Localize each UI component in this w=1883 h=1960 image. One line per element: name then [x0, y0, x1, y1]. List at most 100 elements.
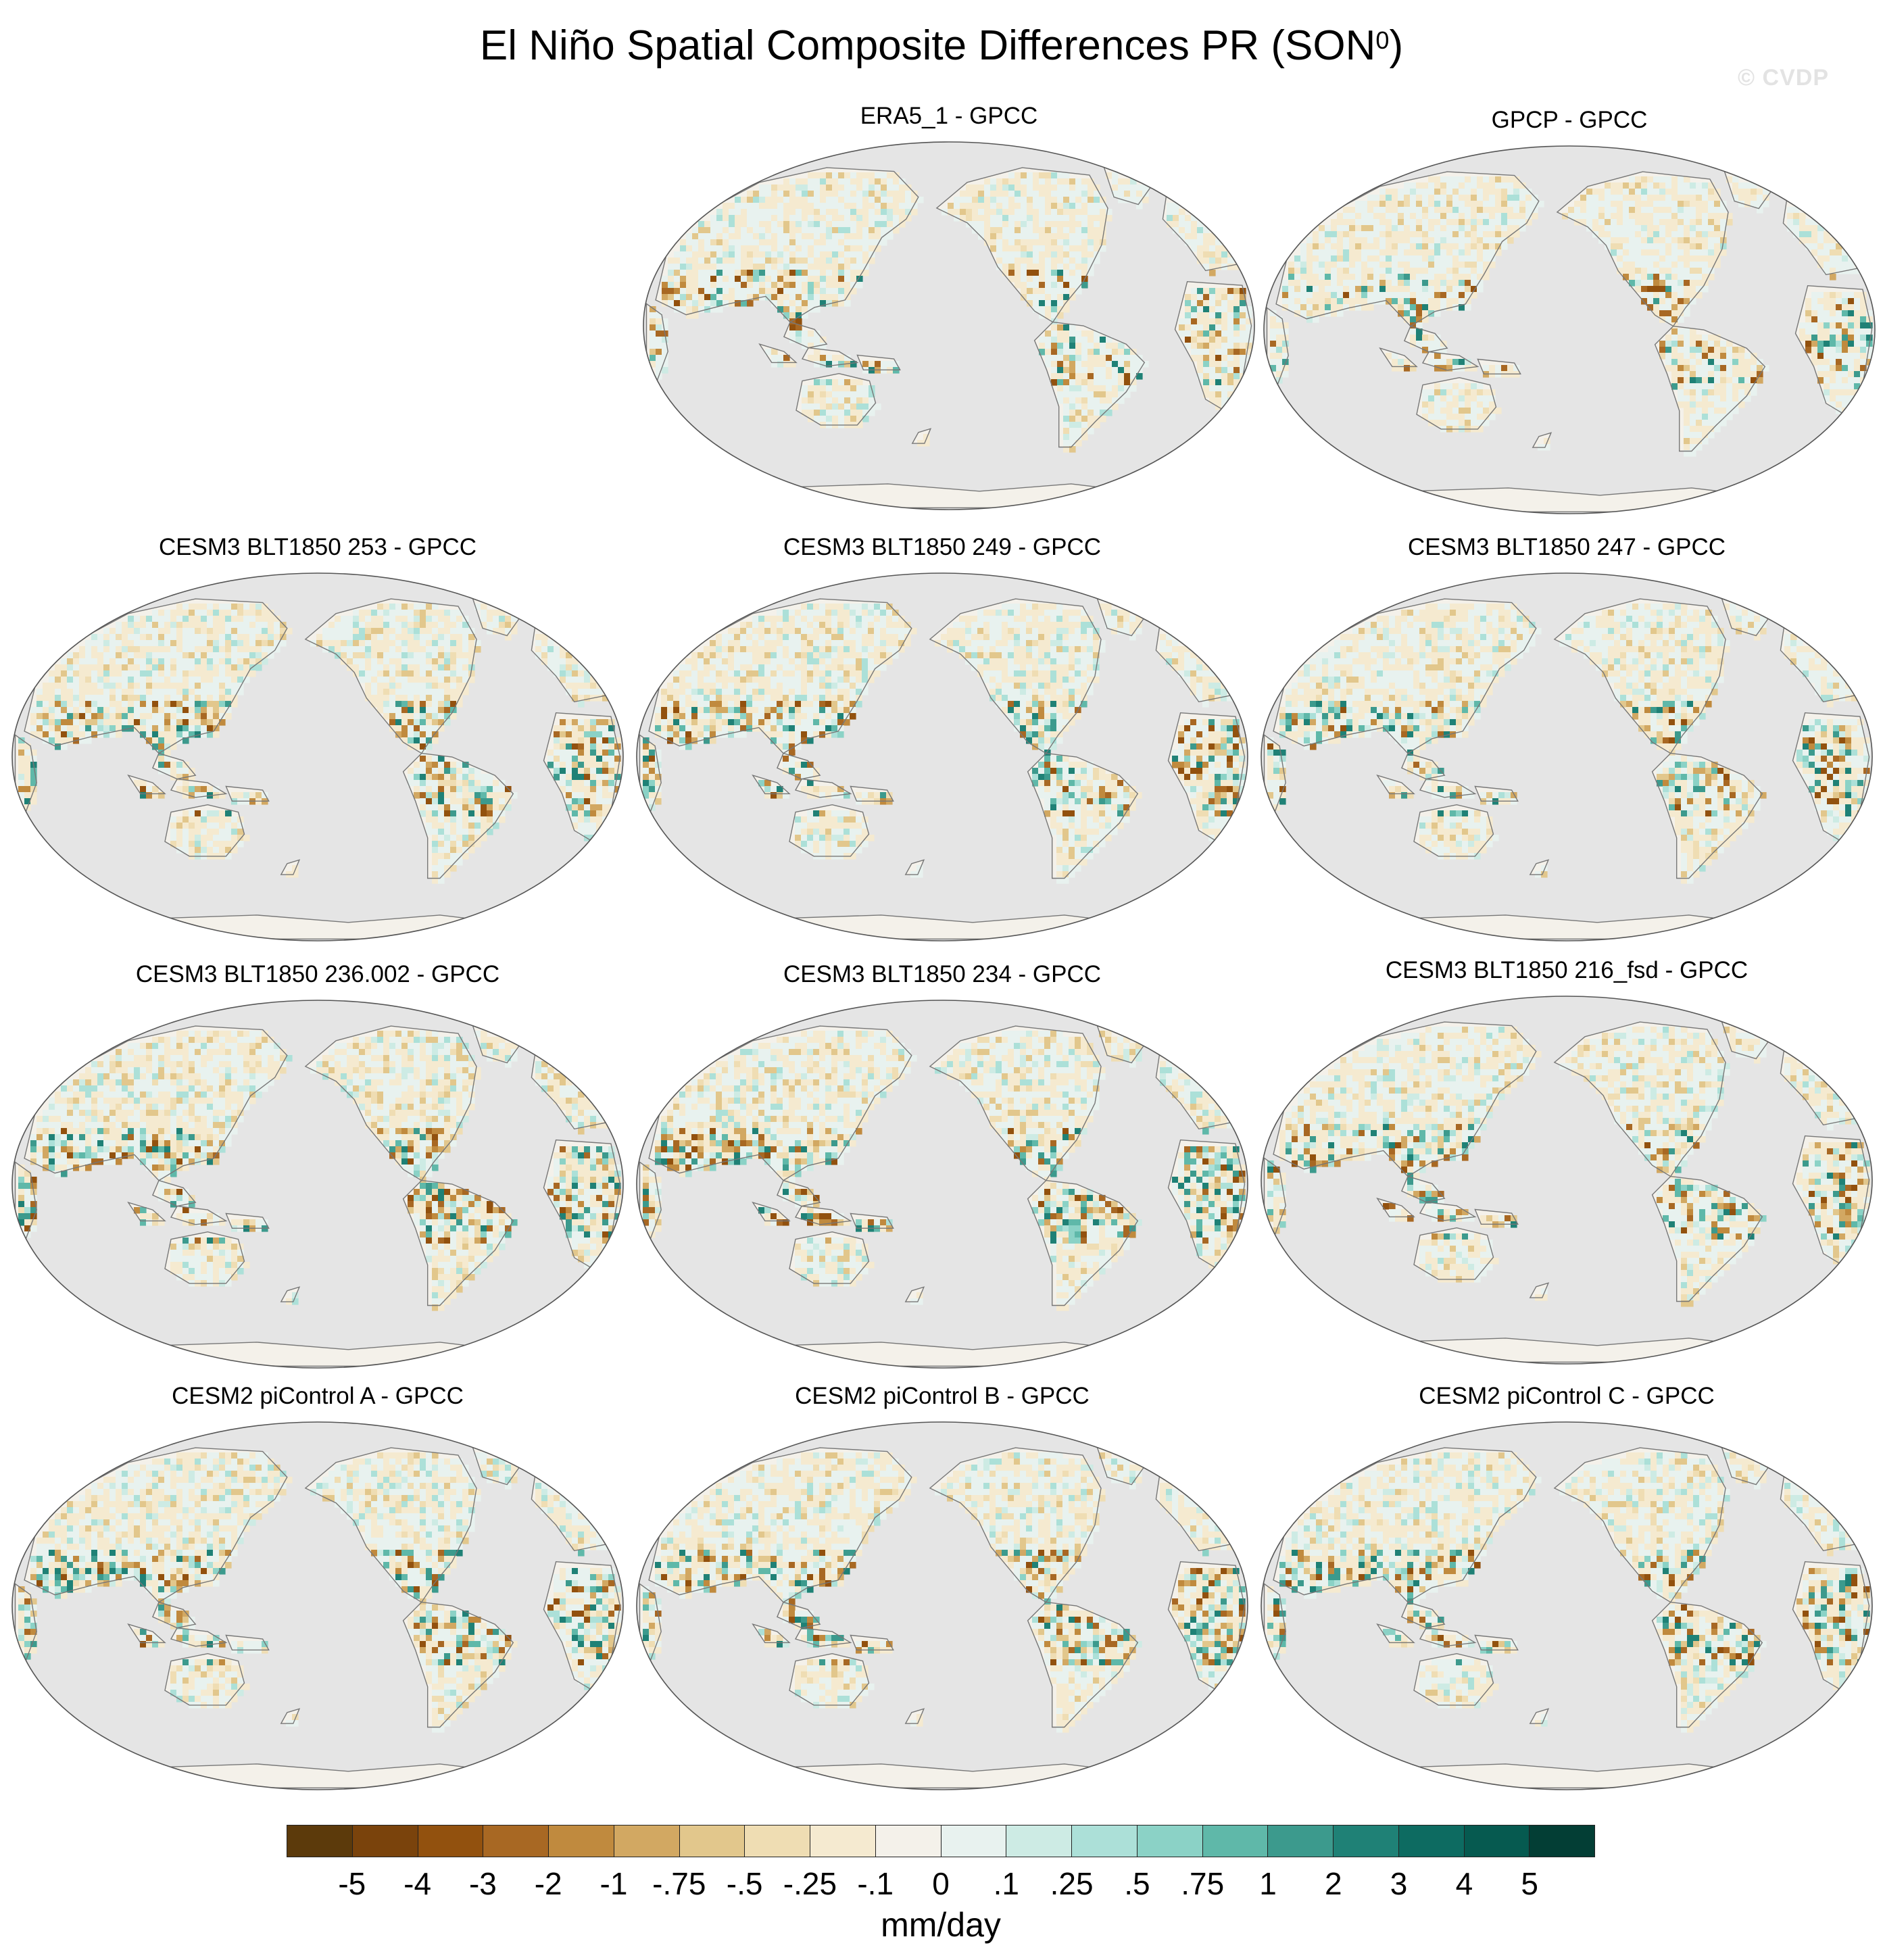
anomaly-cell — [747, 276, 754, 283]
anomaly-cell — [134, 664, 141, 671]
anomaly-cell — [207, 725, 214, 732]
anomaly-cell — [249, 634, 256, 641]
anomaly-cell — [814, 209, 821, 216]
anomaly-cell — [590, 780, 597, 787]
anomaly-cell — [1398, 359, 1404, 366]
anomaly-cell — [462, 677, 469, 683]
anomaly-cell — [146, 616, 153, 622]
anomaly-cell — [213, 604, 220, 610]
anomaly-cell — [996, 227, 1003, 234]
anomaly-cell — [1221, 343, 1228, 349]
anomaly-cell — [1075, 288, 1082, 295]
anomaly-cell — [1087, 215, 1094, 222]
anomaly-cell — [1057, 312, 1064, 319]
anomaly-cell — [1081, 337, 1088, 343]
anomaly-cell — [359, 616, 366, 622]
anomaly-cell — [747, 282, 754, 289]
anomaly-cell — [1197, 227, 1204, 234]
anomaly-cell — [777, 264, 784, 270]
anomaly-cell — [1306, 304, 1313, 311]
anomaly-cell — [371, 634, 378, 641]
anomaly-cell — [1343, 292, 1350, 299]
anomaly-cell — [984, 185, 991, 191]
anomaly-cell — [838, 403, 845, 410]
anomaly-cell — [1452, 414, 1459, 420]
anomaly-cell — [1410, 286, 1417, 293]
anomaly-cell — [1434, 408, 1441, 414]
anomaly-cell — [377, 707, 384, 714]
anomaly-cell — [1021, 282, 1027, 289]
anomaly-cell — [1100, 221, 1106, 228]
anomaly-cell — [377, 658, 384, 665]
anomaly-cell — [1191, 318, 1198, 325]
anomaly-cell — [1002, 185, 1009, 191]
anomaly-cell — [1063, 209, 1070, 216]
anomaly-cell — [1021, 245, 1027, 252]
anomaly-cell — [487, 628, 493, 635]
anomaly-cell — [1197, 294, 1204, 301]
anomaly-cell — [1428, 335, 1435, 341]
anomaly-cell — [1215, 318, 1222, 325]
anomaly-cell — [1209, 349, 1216, 356]
anomaly-cell — [1580, 213, 1587, 220]
anomaly-cell — [1507, 225, 1514, 232]
anomaly-cell — [1392, 189, 1398, 195]
anomaly-cell — [535, 646, 542, 653]
anomaly-cell — [189, 610, 195, 616]
anomaly-cell — [1598, 225, 1605, 232]
anomaly-cell — [1124, 355, 1131, 362]
anomaly-cell — [207, 658, 214, 665]
anomaly-cell — [1033, 209, 1040, 216]
anomaly-cell — [554, 664, 560, 671]
anomaly-cell — [1459, 359, 1465, 366]
anomaly-cell — [401, 737, 408, 744]
anomaly-cell — [826, 239, 833, 246]
anomaly-cell — [1039, 349, 1046, 356]
anomaly-cell — [450, 695, 457, 702]
anomaly-cell — [875, 172, 881, 179]
anomaly-cell — [1684, 420, 1690, 426]
anomaly-cell — [1033, 306, 1040, 313]
anomaly-cell — [602, 750, 609, 756]
anomaly-cell — [1665, 341, 1672, 347]
anomaly-cell — [1659, 213, 1666, 220]
anomaly-cell — [341, 622, 347, 629]
anomaly-cell — [1008, 233, 1015, 240]
anomaly-cell — [1836, 268, 1842, 274]
anomaly-cell — [783, 178, 790, 185]
anomaly-cell — [596, 737, 603, 744]
anomaly-cell — [225, 695, 232, 702]
anomaly-cell — [838, 185, 845, 191]
anomaly-cell — [783, 251, 790, 258]
anomaly-cell — [456, 646, 463, 653]
anomaly-cell — [808, 172, 814, 179]
anomaly-cell — [832, 410, 839, 416]
anomaly-cell — [753, 209, 760, 216]
anomaly-cell — [1331, 292, 1338, 299]
anomaly-cell — [862, 197, 869, 203]
anomaly-cell — [741, 288, 748, 295]
anomaly-cell — [414, 695, 420, 702]
anomaly-cell — [832, 379, 839, 386]
anomaly-cell — [43, 731, 49, 738]
anomaly-cell — [371, 670, 378, 677]
anomaly-cell — [1842, 335, 1849, 341]
anomaly-cell — [328, 628, 335, 635]
anomaly-cell — [1355, 304, 1362, 311]
anomaly-cell — [134, 719, 141, 726]
anomaly-cell — [1124, 379, 1131, 386]
anomaly-cell — [1799, 237, 1806, 244]
anomaly-cell — [674, 282, 681, 289]
anomaly-cell — [1592, 207, 1599, 214]
anomaly-cell — [881, 172, 887, 179]
anomaly-cell — [1404, 201, 1411, 207]
anomaly-cell — [103, 677, 110, 683]
anomaly-cell — [389, 719, 396, 726]
anomaly-cell — [444, 670, 451, 677]
anomaly-cell — [249, 646, 256, 653]
anomaly-cell — [389, 640, 396, 647]
anomaly-cell — [401, 610, 408, 616]
anomaly-cell — [1434, 359, 1441, 366]
anomaly-cell — [783, 312, 790, 319]
anomaly-cell — [1379, 189, 1386, 195]
